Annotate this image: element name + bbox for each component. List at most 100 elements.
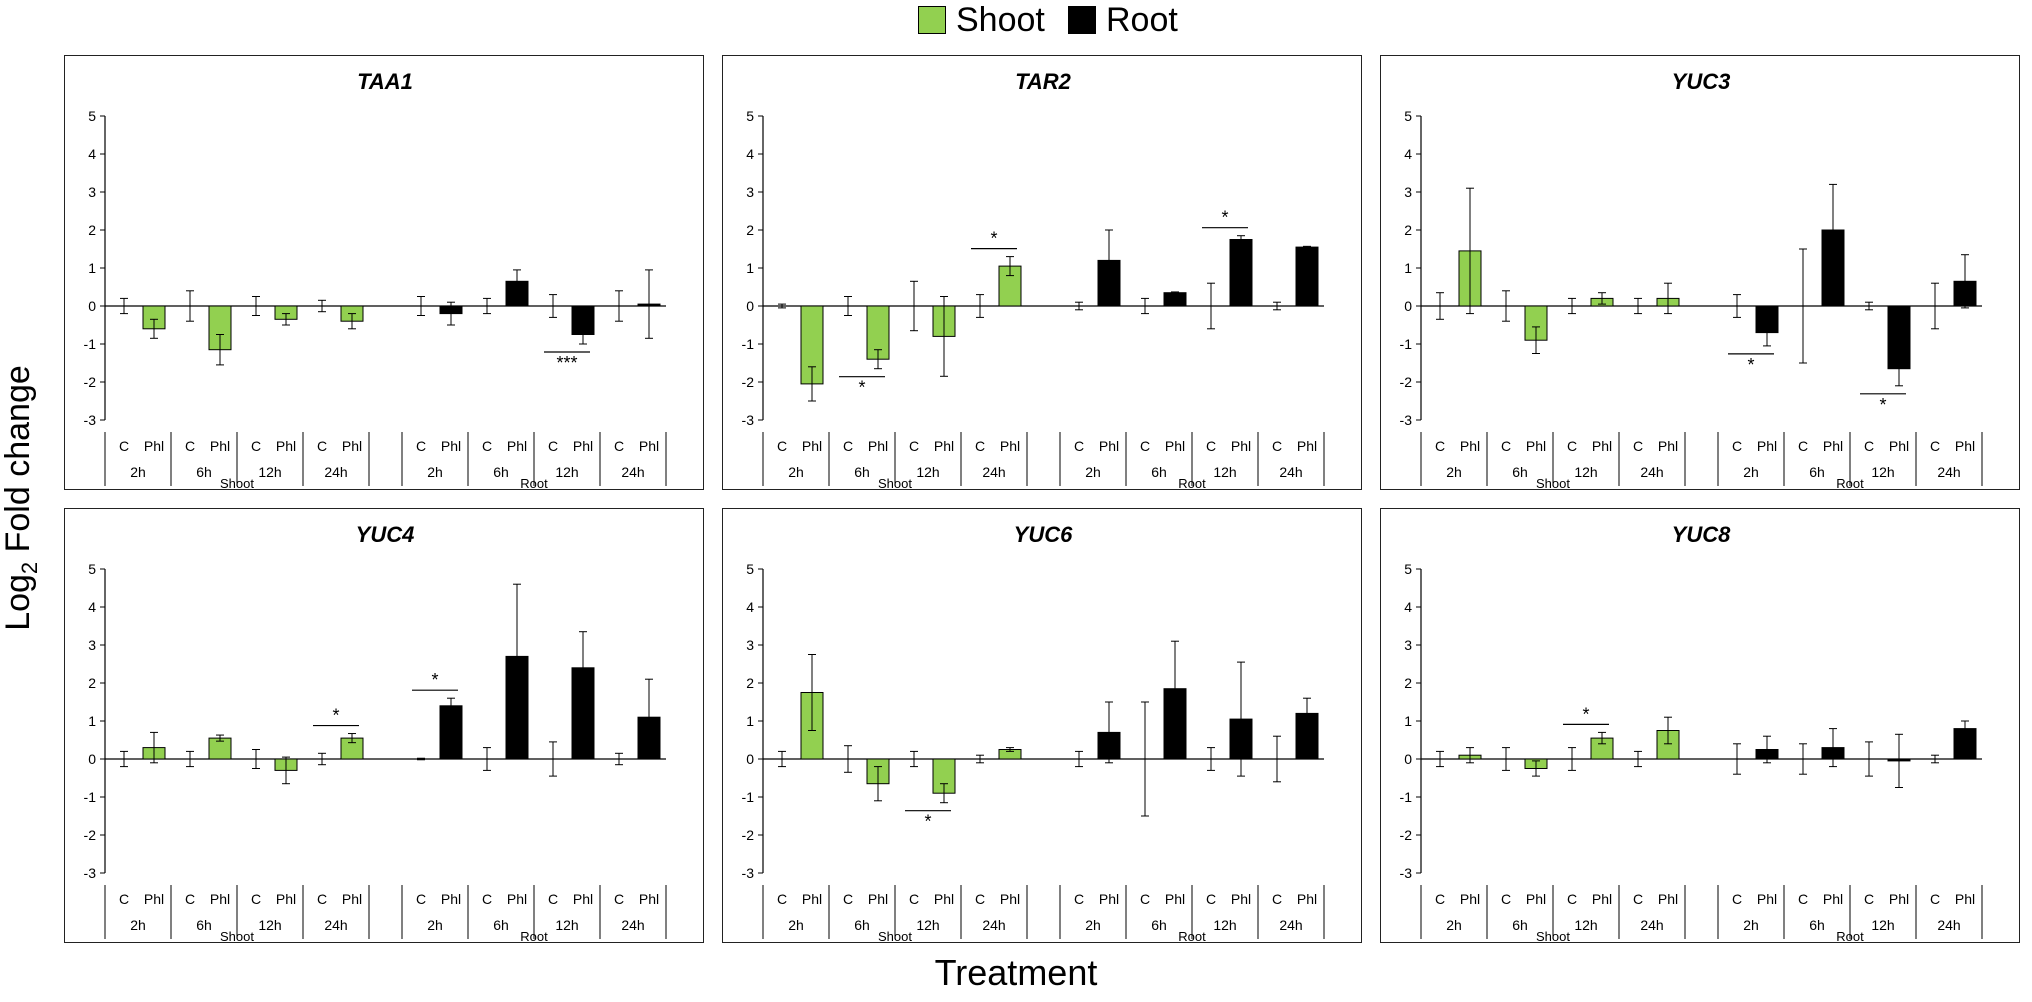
time-label: 2h — [1446, 917, 1462, 933]
legend: Shoot Root — [0, 0, 2032, 40]
treatment-label: C — [1140, 438, 1150, 454]
tissue-label-root: Root — [1178, 929, 1206, 944]
y-tick-label: 3 — [746, 637, 754, 653]
time-label: 24h — [621, 917, 644, 933]
treatment-label: Phl — [1889, 891, 1909, 907]
time-label: 12h — [258, 464, 281, 480]
y-tick-label: 5 — [1404, 561, 1412, 577]
treatment-label: Phl — [639, 891, 659, 907]
time-label: 12h — [1574, 917, 1597, 933]
y-tick-label: -3 — [742, 412, 755, 428]
time-label: 6h — [1151, 917, 1167, 933]
significance-label: * — [1747, 355, 1754, 375]
y-tick-label: 2 — [1404, 675, 1412, 691]
treatment-label: C — [1732, 438, 1742, 454]
treatment-label: Phl — [1000, 891, 1020, 907]
time-label: 12h — [555, 464, 578, 480]
y-tick-label: 1 — [88, 713, 96, 729]
legend-swatch-shoot — [918, 6, 946, 34]
legend-item-root: Root — [1068, 0, 1178, 40]
y-tick-label: 5 — [746, 108, 754, 124]
y-tick-label: 1 — [88, 260, 96, 276]
y-tick-label: -3 — [84, 865, 97, 881]
bar-root-12h-phl — [1229, 239, 1253, 307]
time-label: 12h — [1574, 464, 1597, 480]
chart-title: YUC3 — [1672, 69, 1731, 94]
treatment-label: Phl — [276, 891, 296, 907]
treatment-label: C — [251, 438, 261, 454]
significance-label: * — [431, 670, 438, 690]
treatment-label: Phl — [1955, 438, 1975, 454]
treatment-label: C — [1732, 891, 1742, 907]
time-label: 6h — [493, 917, 509, 933]
treatment-label: Phl — [1658, 891, 1678, 907]
treatment-label: Phl — [1000, 438, 1020, 454]
y-tick-label: -1 — [1400, 336, 1413, 352]
treatment-label: C — [1435, 891, 1445, 907]
y-tick-label: 1 — [746, 713, 754, 729]
y-tick-label: -1 — [84, 789, 97, 805]
treatment-label: C — [1864, 438, 1874, 454]
treatment-label: C — [975, 891, 985, 907]
y-tick-label: 4 — [1404, 599, 1412, 615]
treatment-label: Phl — [1889, 438, 1909, 454]
significance-label: * — [990, 229, 997, 249]
y-tick-label: 1 — [1404, 260, 1412, 276]
treatment-label: C — [1864, 891, 1874, 907]
treatment-label: Phl — [210, 438, 230, 454]
chart-title: YUC4 — [356, 522, 415, 547]
time-label: 2h — [130, 464, 146, 480]
treatment-label: Phl — [507, 891, 527, 907]
treatment-label: C — [185, 891, 195, 907]
time-label: 2h — [427, 464, 443, 480]
treatment-label: C — [548, 891, 558, 907]
time-label: 12h — [258, 917, 281, 933]
y-tick-label: 5 — [1404, 108, 1412, 124]
bar-root-24h-phl — [1295, 246, 1319, 307]
treatment-label: C — [614, 891, 624, 907]
treatment-label: Phl — [276, 438, 296, 454]
time-label: 2h — [1085, 917, 1101, 933]
treatment-label: C — [119, 891, 129, 907]
y-tick-label: 1 — [746, 260, 754, 276]
chart-title: TAR2 — [1015, 69, 1072, 94]
tissue-label-shoot: Shoot — [878, 929, 912, 944]
treatment-label: C — [1798, 438, 1808, 454]
time-label: 6h — [1512, 464, 1528, 480]
legend-item-shoot: Shoot — [918, 0, 1045, 40]
chart-panel-taa1: TAA1 -3 -2 -1 0 1 2 3 4 5 C Phl 2h C Phl 6h C Phl 12h C Phl 2… — [64, 55, 704, 491]
y-tick-label: 1 — [1404, 713, 1412, 729]
chart-panel-yuc4: YUC4 -3 -2 -1 0 1 2 3 4 5 C Phl 2h C Phl 6h C Phl 12h C Phl 2… — [64, 508, 704, 944]
treatment-label: Phl — [1592, 891, 1612, 907]
treatment-label: Phl — [802, 891, 822, 907]
time-label: 24h — [324, 464, 347, 480]
treatment-label: C — [185, 438, 195, 454]
y-tick-label: -2 — [84, 827, 97, 843]
tissue-label-shoot: Shoot — [1536, 929, 1570, 944]
treatment-label: C — [317, 438, 327, 454]
tissue-label-root: Root — [1178, 476, 1206, 491]
treatment-label: C — [1501, 438, 1511, 454]
treatment-label: C — [548, 438, 558, 454]
treatment-label: Phl — [1231, 891, 1251, 907]
y-tick-label: -2 — [84, 374, 97, 390]
tissue-label-shoot: Shoot — [1536, 476, 1570, 491]
y-tick-label: 4 — [88, 599, 96, 615]
y-tick-label: 2 — [88, 222, 96, 238]
treatment-label: C — [1074, 891, 1084, 907]
time-label: 12h — [555, 917, 578, 933]
y-tick-label: -1 — [742, 336, 755, 352]
time-label: 6h — [196, 917, 212, 933]
y-tick-label: 0 — [746, 298, 754, 314]
time-label: 6h — [1809, 917, 1825, 933]
y-axis-label-text: Log2 Fold change — [0, 338, 42, 658]
bar-root-6h-phl — [1163, 292, 1187, 307]
y-tick-label: 0 — [746, 751, 754, 767]
time-label: 6h — [1151, 464, 1167, 480]
y-tick-label: -3 — [742, 865, 755, 881]
time-label: 6h — [854, 917, 870, 933]
treatment-label: Phl — [441, 438, 461, 454]
time-label: 2h — [130, 917, 146, 933]
